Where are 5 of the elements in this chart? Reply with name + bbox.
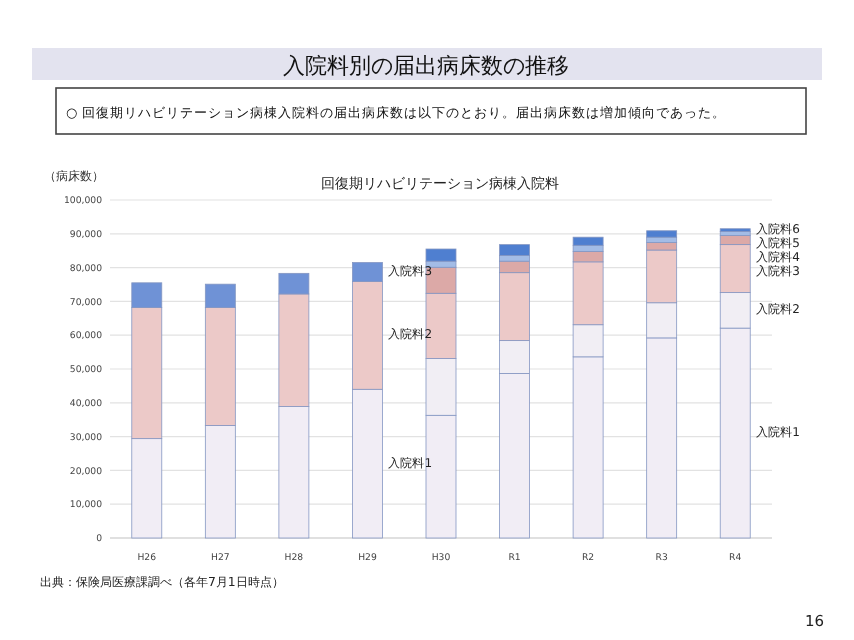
text: 入院料別の届出病床数の推移 — [283, 53, 569, 79]
bar — [646, 230, 678, 238]
bar — [425, 248, 457, 262]
bar — [499, 244, 530, 256]
bar — [572, 236, 604, 246]
